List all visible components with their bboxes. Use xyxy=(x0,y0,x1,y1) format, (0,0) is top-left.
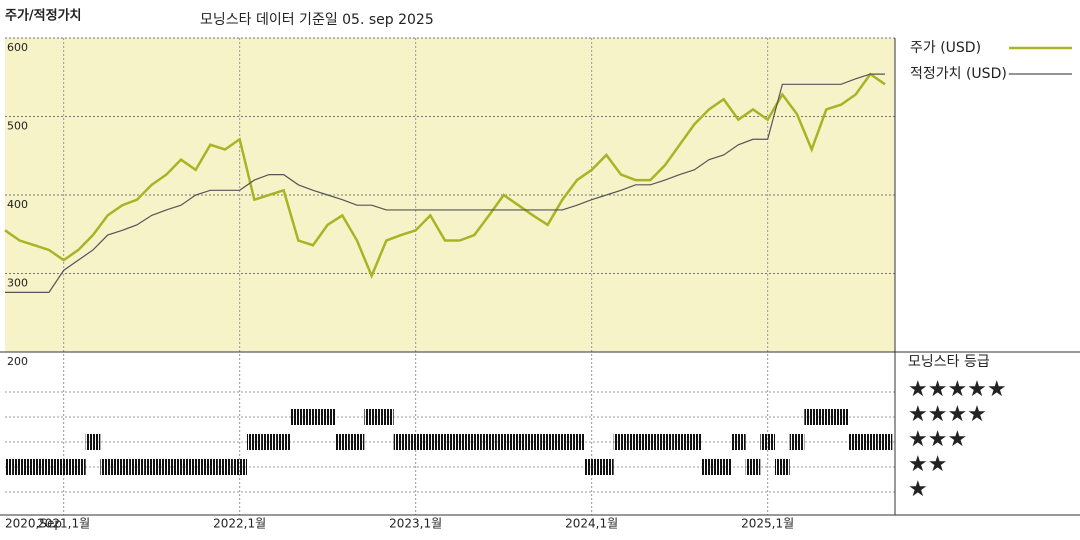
rating-label: ★★★★ xyxy=(908,402,987,427)
rating-bar xyxy=(276,434,291,450)
rating-bar xyxy=(247,434,262,450)
rating-bar xyxy=(745,459,761,475)
legend-label: 적정가치 (USD) xyxy=(910,66,1007,82)
rating-bar xyxy=(71,459,86,475)
series-line xyxy=(5,73,885,293)
rating-bar xyxy=(863,434,878,450)
legend-label: 주가 (USD) xyxy=(910,40,981,56)
y-tick-label: 300 xyxy=(7,277,28,290)
rating-bar xyxy=(496,434,511,450)
rating-bar xyxy=(848,434,863,450)
rating-bar xyxy=(452,434,467,450)
rating-bar xyxy=(144,459,159,475)
rating-bar xyxy=(731,434,746,450)
rating-bar xyxy=(833,409,849,425)
rating-bar xyxy=(305,409,321,425)
rating-bar xyxy=(789,434,805,450)
rating-bar xyxy=(613,434,629,450)
rating-bar xyxy=(232,459,247,475)
rating-bar xyxy=(217,459,233,475)
rating-bar xyxy=(364,409,379,425)
rating-bar xyxy=(85,434,101,450)
rating-bar xyxy=(320,409,335,425)
rating-bar xyxy=(775,459,790,475)
rating-bar xyxy=(687,434,702,450)
rating-bar xyxy=(188,459,203,475)
rating-bar xyxy=(555,434,570,450)
rating-bar xyxy=(203,459,218,475)
rating-bar xyxy=(159,459,174,475)
x-tick-label: 2025,1월 xyxy=(741,517,794,531)
page-title: 주가/적정가치 xyxy=(5,8,82,24)
rating-bar xyxy=(481,434,497,450)
rating-title: 모닝스타 등급 xyxy=(908,354,990,370)
x-tick-label: 2023,1월 xyxy=(389,517,442,531)
rating-bar xyxy=(569,434,585,450)
x-tick-label: 2022,1월 xyxy=(213,517,266,531)
subtitle: 모닝스타 데이터 기준일 05. sep 2025 xyxy=(200,12,434,28)
rating-bar xyxy=(291,409,306,425)
rating-bar xyxy=(760,434,775,450)
x-tick-label: 2020,Sep xyxy=(5,517,62,531)
rating-bar xyxy=(27,459,42,475)
rating-bar xyxy=(877,434,893,450)
rating-bar xyxy=(716,459,731,475)
rating-bar xyxy=(437,434,453,450)
rating-bar xyxy=(12,459,27,475)
rating-bar xyxy=(408,434,423,450)
rating-bar xyxy=(423,434,438,450)
rating-bar xyxy=(349,434,365,450)
rating-bar xyxy=(584,459,599,475)
rating-bar xyxy=(599,459,614,475)
y-tick-label: 400 xyxy=(7,198,28,211)
rating-bar xyxy=(335,434,350,450)
rating-bar xyxy=(628,434,643,450)
rating-bar xyxy=(261,434,277,450)
rating-bar xyxy=(701,459,717,475)
rating-bar xyxy=(540,434,555,450)
rating-bar xyxy=(100,459,115,475)
rating-bar xyxy=(511,434,526,450)
rating-bar xyxy=(819,409,834,425)
series-line xyxy=(4,72,886,280)
y-tick-label: 600 xyxy=(7,41,28,54)
rating-bar xyxy=(525,434,541,450)
rating-bar xyxy=(56,459,71,475)
x-tick-label: 2024,1월 xyxy=(565,517,618,531)
rating-label: ★★ xyxy=(908,452,947,477)
rating-bar xyxy=(467,434,482,450)
rating-bar xyxy=(41,459,57,475)
rating-bar xyxy=(5,459,13,475)
x-tick-label: 2021,1월 xyxy=(37,517,90,531)
rating-label: ★★★ xyxy=(908,427,967,452)
rating-bar xyxy=(379,409,394,425)
rating-label: ★★★★★ xyxy=(908,377,1007,402)
y-tick-label: 500 xyxy=(7,120,28,133)
rating-bar xyxy=(643,434,658,450)
rating-bar xyxy=(129,459,145,475)
rating-bar xyxy=(393,434,409,450)
rating-bar xyxy=(173,459,189,475)
rating-bar xyxy=(672,434,687,450)
rating-bar xyxy=(804,409,819,425)
y-tick-label: 200 xyxy=(7,355,28,368)
rating-bar xyxy=(115,459,130,475)
rating-bar xyxy=(657,434,673,450)
rating-label: ★ xyxy=(908,477,928,502)
